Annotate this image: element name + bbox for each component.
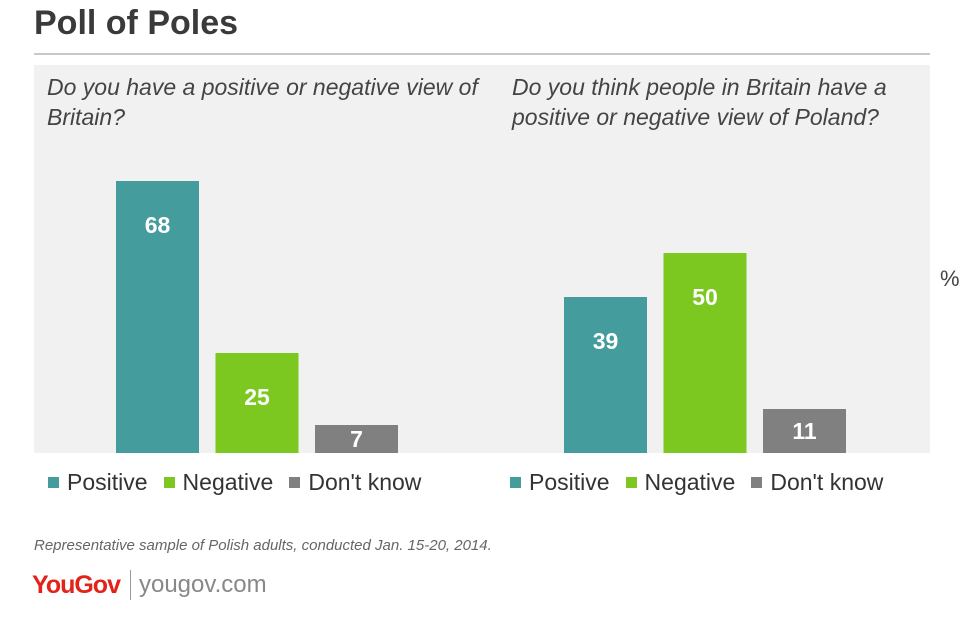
yougov-logo: YouGov — [32, 570, 121, 599]
data-label-chart2-negative: 50 — [692, 284, 718, 310]
legend-item-negative: Negative — [163, 468, 274, 496]
legend-swatch-negative — [625, 476, 637, 488]
data-label-chart1-negative: 25 — [244, 384, 270, 410]
legend-label: Don't know — [770, 468, 884, 495]
footnote: Representative sample of Polish adults, … — [34, 537, 492, 554]
chart-2-question: Do you think people in Britain have a po… — [512, 74, 887, 130]
legend-swatch-negative — [163, 476, 175, 488]
data-label-chart1-dont-know: 7 — [350, 426, 363, 452]
bar-chart2-dont-know — [763, 409, 846, 453]
legend-item-dont-know: Don't know — [751, 469, 883, 496]
legend-swatch-dont-know — [289, 476, 301, 488]
chart-2-legend: Positive Negative Don't know — [510, 468, 899, 496]
data-label-chart2-dont-know: 11 — [792, 418, 817, 444]
unit-label: % — [940, 266, 960, 291]
bar-chart1-negative — [215, 353, 299, 453]
logo-divider — [129, 570, 131, 600]
page-title: Poll of Poles — [34, 4, 239, 42]
brand-footer: YouGov yougov.com — [32, 570, 267, 600]
legend-label: Negative — [644, 468, 736, 495]
bar-chart1-positive — [116, 181, 199, 453]
legend-item-positive: Positive — [510, 469, 610, 496]
bar-chart2-positive — [564, 297, 647, 453]
legend-label: Positive — [67, 468, 148, 495]
title-divider — [34, 53, 930, 55]
site-url: yougov.com — [138, 571, 267, 598]
legend-label: Positive — [529, 468, 610, 495]
legend-label: Don't know — [308, 468, 422, 495]
data-label-chart1-positive: 68 — [145, 212, 171, 238]
legend-label: Negative — [182, 468, 274, 495]
bar-chart2-negative — [663, 253, 747, 453]
legend-item-positive: Positive — [48, 469, 148, 496]
bar-chart1-dont-know — [315, 425, 398, 453]
legend-item-dont-know: Don't know — [289, 469, 421, 496]
chart-1-question: Do you have a positive or negative view … — [47, 74, 478, 130]
legend-swatch-dont-know — [751, 476, 763, 488]
legend-swatch-positive — [510, 476, 521, 488]
legend-swatch-positive — [48, 476, 59, 488]
legend-item-negative: Negative — [625, 468, 736, 496]
data-label-chart2-positive: 39 — [593, 328, 619, 354]
chart-1-legend: Positive Negative Don't know — [48, 468, 437, 496]
